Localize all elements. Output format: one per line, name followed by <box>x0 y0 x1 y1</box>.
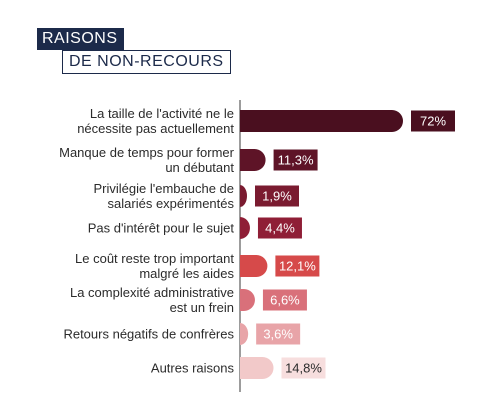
chart-title-line2: DE NON-RECOURS <box>62 50 231 74</box>
bar-8 <box>240 357 274 379</box>
category-label-7: Retours négatifs de confrères <box>63 327 234 342</box>
value-label-3: 1,9% <box>262 189 292 204</box>
value-label-box-3 <box>255 185 299 207</box>
value-label-box-8 <box>281 357 326 379</box>
bar-1 <box>240 110 403 132</box>
bar-5 <box>240 255 268 277</box>
category-label-8: Autres raisons <box>151 361 235 376</box>
bar-6 <box>240 289 255 311</box>
value-label-box-5 <box>275 255 320 277</box>
value-label-4: 4,4% <box>265 221 295 236</box>
value-label-5: 12,1% <box>279 259 316 274</box>
value-label-box-2 <box>273 149 318 171</box>
bar-7 <box>240 323 249 345</box>
value-label-6: 6,6% <box>270 293 300 308</box>
value-label-box-4 <box>257 217 302 239</box>
value-label-1: 72% <box>420 114 446 129</box>
value-label-8: 14,8% <box>285 361 322 376</box>
bar-3 <box>240 185 247 207</box>
category-label-3: Privilégie l'embauche de salariés expérim… <box>93 181 234 211</box>
bar-2 <box>240 149 266 171</box>
category-label-4: Pas d'intérêt pour le sujet <box>88 221 235 236</box>
value-label-7: 3,6% <box>263 327 293 342</box>
value-label-2: 11,3% <box>278 153 314 168</box>
category-label-1: La taille de l'activité ne le nécessite p… <box>77 106 234 136</box>
category-label-6: La complexité administrative est un frein <box>70 285 234 315</box>
chart-title-line1: RAISONS <box>37 28 124 50</box>
value-label-box-6 <box>262 289 307 311</box>
value-label-box-7 <box>256 323 301 345</box>
bar-4 <box>240 217 250 239</box>
category-label-2: Manque de temps pour former un débutant <box>59 145 235 175</box>
category-label-5: Le coût reste trop important malgré les a… <box>75 251 234 281</box>
value-label-box-1 <box>411 110 455 132</box>
